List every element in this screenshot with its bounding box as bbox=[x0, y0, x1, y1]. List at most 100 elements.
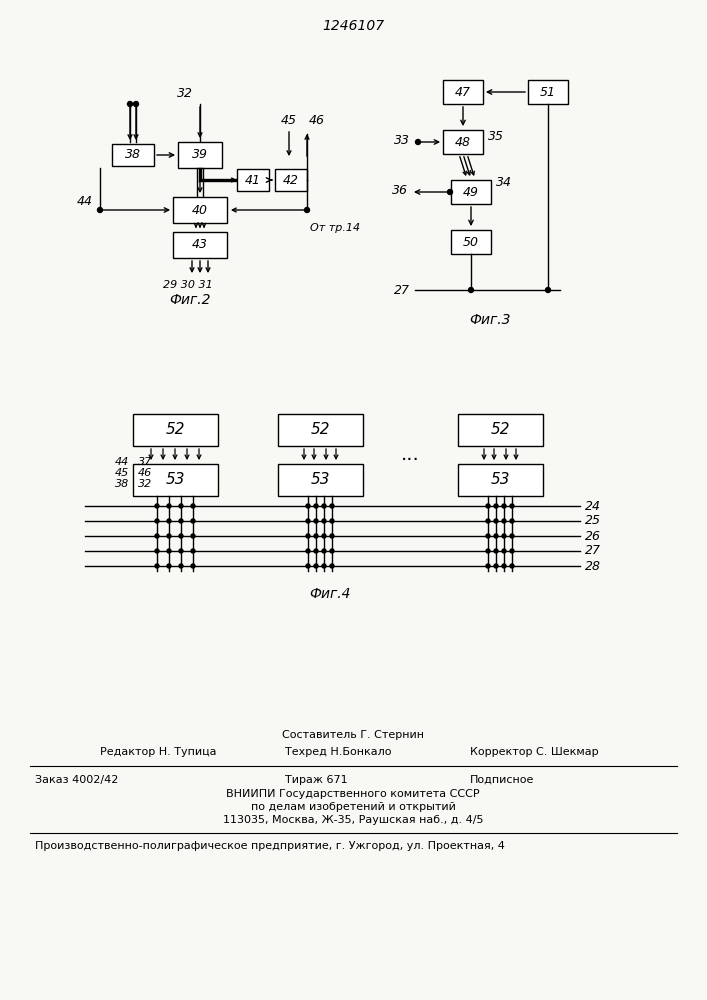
Bar bbox=[443, 130, 483, 154]
Circle shape bbox=[510, 564, 514, 568]
Text: 53: 53 bbox=[310, 473, 329, 488]
Text: 46: 46 bbox=[309, 114, 325, 127]
Text: 39: 39 bbox=[192, 148, 208, 161]
Text: 25: 25 bbox=[585, 514, 601, 528]
Text: Тираж 671: Тираж 671 bbox=[285, 775, 348, 785]
Text: Техред Н.Бонкало: Техред Н.Бонкало bbox=[285, 747, 392, 757]
Circle shape bbox=[155, 519, 159, 523]
Circle shape bbox=[510, 519, 514, 523]
Circle shape bbox=[191, 519, 195, 523]
Circle shape bbox=[510, 504, 514, 508]
Circle shape bbox=[486, 519, 490, 523]
Text: Фиг.2: Фиг.2 bbox=[169, 293, 211, 307]
Circle shape bbox=[322, 549, 326, 553]
Circle shape bbox=[98, 208, 103, 213]
Text: 45: 45 bbox=[281, 114, 297, 127]
Text: Редактор Н. Тупица: Редактор Н. Тупица bbox=[100, 747, 216, 757]
Text: 34: 34 bbox=[496, 176, 512, 188]
Circle shape bbox=[167, 534, 171, 538]
Text: Заказ 4002/42: Заказ 4002/42 bbox=[35, 775, 118, 785]
Circle shape bbox=[191, 549, 195, 553]
Circle shape bbox=[502, 504, 506, 508]
Circle shape bbox=[179, 519, 183, 523]
Text: 46: 46 bbox=[138, 468, 152, 478]
Circle shape bbox=[314, 564, 318, 568]
Circle shape bbox=[306, 549, 310, 553]
Bar bbox=[528, 80, 568, 104]
Text: 32: 32 bbox=[177, 87, 193, 100]
Circle shape bbox=[486, 549, 490, 553]
Circle shape bbox=[510, 534, 514, 538]
Circle shape bbox=[494, 534, 498, 538]
Bar bbox=[278, 414, 363, 446]
Circle shape bbox=[167, 549, 171, 553]
Bar bbox=[132, 414, 218, 446]
Circle shape bbox=[167, 564, 171, 568]
Circle shape bbox=[314, 549, 318, 553]
Text: 29 30 31: 29 30 31 bbox=[163, 280, 213, 290]
Circle shape bbox=[306, 564, 310, 568]
Text: Производственно-полиграфическое предприятие, г. Ужгород, ул. Проектная, 4: Производственно-полиграфическое предприя… bbox=[35, 841, 505, 851]
Bar bbox=[443, 80, 483, 104]
Text: 33: 33 bbox=[394, 133, 410, 146]
Text: 28: 28 bbox=[585, 560, 601, 572]
Text: 53: 53 bbox=[490, 473, 510, 488]
Text: 42: 42 bbox=[283, 174, 299, 186]
Circle shape bbox=[155, 564, 159, 568]
Circle shape bbox=[322, 564, 326, 568]
Text: 38: 38 bbox=[115, 479, 129, 489]
Circle shape bbox=[448, 190, 452, 194]
Text: Фиг.3: Фиг.3 bbox=[469, 313, 510, 327]
Circle shape bbox=[306, 534, 310, 538]
Text: 41: 41 bbox=[245, 174, 261, 186]
Circle shape bbox=[469, 288, 474, 292]
Text: ...: ... bbox=[401, 446, 419, 464]
Circle shape bbox=[322, 534, 326, 538]
Circle shape bbox=[322, 504, 326, 508]
Circle shape bbox=[502, 519, 506, 523]
Circle shape bbox=[127, 102, 132, 106]
Text: 52: 52 bbox=[310, 422, 329, 438]
Text: Составитель Г. Стернин: Составитель Г. Стернин bbox=[282, 730, 424, 740]
Circle shape bbox=[314, 504, 318, 508]
Circle shape bbox=[486, 534, 490, 538]
Text: 44: 44 bbox=[115, 457, 129, 467]
Circle shape bbox=[322, 519, 326, 523]
Circle shape bbox=[155, 549, 159, 553]
Bar bbox=[173, 197, 227, 223]
Circle shape bbox=[546, 288, 551, 292]
Circle shape bbox=[502, 564, 506, 568]
Bar bbox=[457, 414, 542, 446]
Text: 27: 27 bbox=[394, 284, 410, 296]
Text: 44: 44 bbox=[77, 195, 93, 208]
Circle shape bbox=[134, 102, 139, 106]
Text: 45: 45 bbox=[115, 468, 129, 478]
Circle shape bbox=[510, 549, 514, 553]
Circle shape bbox=[167, 519, 171, 523]
Circle shape bbox=[416, 139, 421, 144]
Text: Фиг.4: Фиг.4 bbox=[309, 587, 351, 601]
Circle shape bbox=[330, 534, 334, 538]
Text: 32: 32 bbox=[138, 479, 152, 489]
Text: 38: 38 bbox=[125, 148, 141, 161]
Text: 43: 43 bbox=[192, 238, 208, 251]
Text: ВНИИПИ Государственного комитета СССР: ВНИИПИ Государственного комитета СССР bbox=[226, 789, 480, 799]
Text: 35: 35 bbox=[488, 130, 504, 143]
Circle shape bbox=[305, 208, 310, 213]
Circle shape bbox=[486, 504, 490, 508]
Text: 53: 53 bbox=[165, 473, 185, 488]
Text: 51: 51 bbox=[540, 86, 556, 99]
Circle shape bbox=[494, 519, 498, 523]
Text: 48: 48 bbox=[455, 135, 471, 148]
Circle shape bbox=[191, 564, 195, 568]
Text: 50: 50 bbox=[463, 235, 479, 248]
Bar bbox=[237, 169, 269, 191]
Text: 40: 40 bbox=[192, 204, 208, 217]
Circle shape bbox=[330, 504, 334, 508]
Circle shape bbox=[330, 519, 334, 523]
Bar bbox=[451, 230, 491, 254]
Circle shape bbox=[502, 534, 506, 538]
Bar bbox=[173, 232, 227, 258]
Circle shape bbox=[494, 549, 498, 553]
Text: 113035, Москва, Ж-35, Раушская наб., д. 4/5: 113035, Москва, Ж-35, Раушская наб., д. … bbox=[223, 815, 484, 825]
